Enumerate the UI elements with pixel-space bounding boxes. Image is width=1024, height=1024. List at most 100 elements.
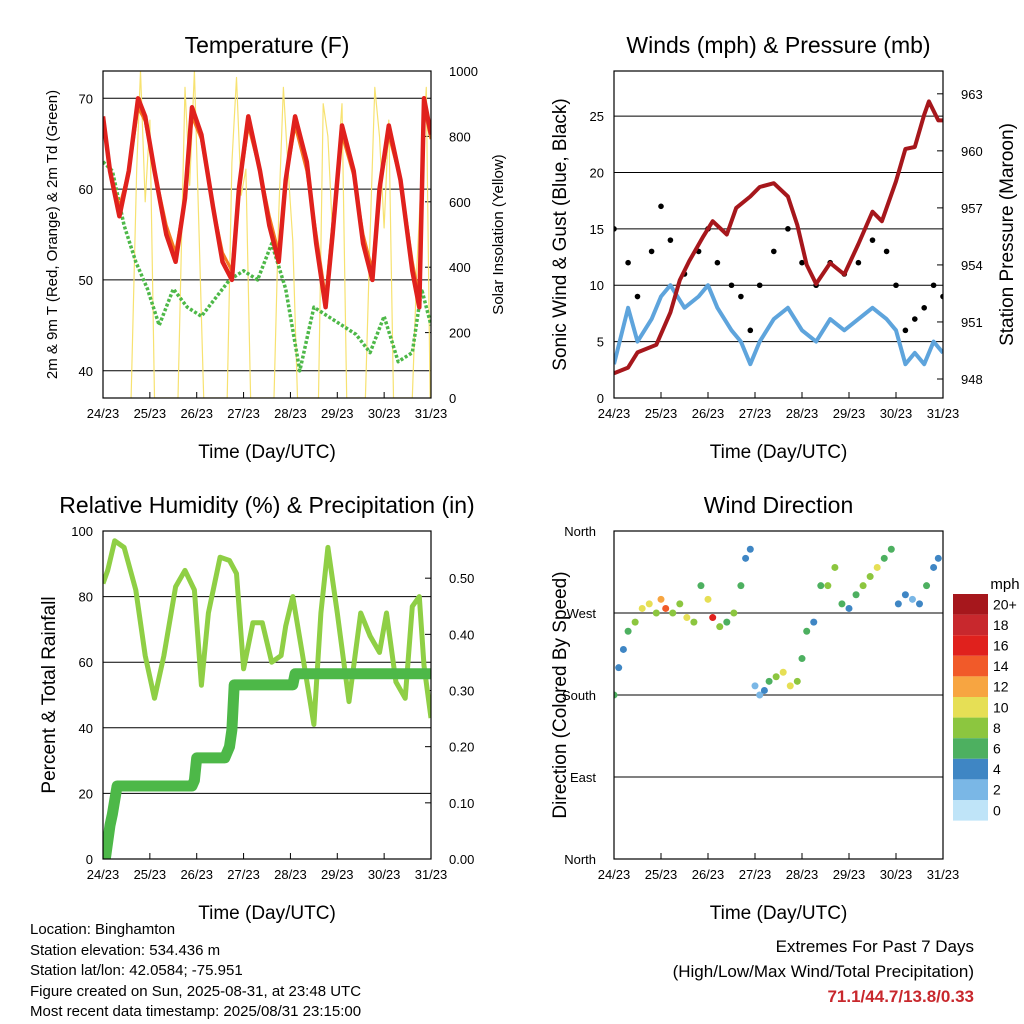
x-tick-label: 28/23 [274,406,307,421]
direction-point [845,604,853,612]
x-tick-label: 30/23 [880,406,913,421]
gust-point [728,282,735,289]
direction-point [793,677,801,685]
colorbar-swatch [953,717,988,739]
x-tick-label: 27/23 [739,406,772,421]
gust-point [667,237,674,243]
y-tick-label: 20 [590,165,604,180]
direction-point [817,582,825,590]
y-tick-label-right: 200 [449,326,471,341]
y-axis-label-right: Station Pressure (Maroon) [997,123,1018,346]
chart-temperature: Temperature (F) Time (Day/UTC) 2m & 9m T (… [44,32,507,463]
colorbar-swatch [953,697,988,718]
direction-point [614,691,618,699]
direction-point [657,595,665,603]
colorbar-swatch [953,738,988,759]
direction-point [810,618,818,626]
y-tick-label-right: 0.30 [449,684,474,699]
x-tick-label: 29/23 [321,406,354,421]
chart-direction: Wind Direction Time (Day/UTC) Direction (C… [550,492,1020,924]
gust-point [902,327,909,334]
colorbar-label: 20+ [993,596,1017,612]
direction-point [824,582,832,590]
y-axis-label: 2m & 9m T (Red, Orange) & 2m Td (Green) [44,90,61,379]
gust-point [634,293,641,300]
y-tick-label-right: 0.20 [449,740,474,755]
x-axis-label: Time (Day/UTC) [710,442,848,463]
gust-point [771,248,777,255]
extremes-title: Extremes For Past 7 Days [775,937,974,956]
series-dewpoint [103,160,431,373]
y-tick-label: 60 [79,182,93,197]
chart-winds: Winds (mph) & Pressure (mb) Time (Day/UTC… [550,32,1018,463]
x-tick-label: 31/23 [927,867,960,882]
y-tick-label: 10 [590,278,604,293]
x-tick-label: 31/23 [415,867,448,882]
x-tick-label: 27/23 [739,867,772,882]
gust-point [648,248,655,255]
direction-point [697,582,705,590]
y-tick-label-right: 600 [449,195,471,210]
x-tick-label: 31/23 [927,406,960,421]
x-tick-label: 25/23 [134,406,167,421]
x-tick-label: 30/23 [880,867,913,882]
plot-frame [613,530,944,860]
colorbar-label: 6 [993,741,1001,757]
x-tick-label: 25/23 [645,406,678,421]
chart-title: Temperature (F) [185,32,350,58]
gridlines [614,115,943,399]
direction-point [652,609,660,617]
direction-point [934,554,942,562]
direction-point [859,582,867,590]
x-tick-label: 26/23 [692,406,725,421]
direction-point [760,686,768,694]
colorbar-label: 14 [993,658,1009,674]
colorbar-label: 4 [993,761,1001,777]
x-tick-label: 28/23 [274,867,307,882]
station-info: Location: Binghamton Station elevation: … [30,920,361,1023]
gust-point [799,259,805,266]
x-tick-label: 28/23 [786,406,819,421]
gust-point [614,226,617,232]
recent-text: Most recent data timestamp: 2025/08/31 2… [30,1003,362,1020]
colorbar-label: 10 [993,699,1009,715]
series-temp2m [103,96,431,310]
y-tick-label-right: 1000 [449,64,478,79]
data-layer [103,71,431,398]
y-tick-label: 70 [79,91,93,106]
y-tick-label: 15 [590,222,604,237]
x-axis-label: Time (Day/UTC) [710,903,848,924]
direction-point [852,591,860,599]
gust-point [893,282,899,289]
gust-point [756,282,763,289]
direction-point [930,563,938,571]
chart-title: Winds (mph) & Pressure (mb) [626,32,930,58]
colorbar-swatch [953,614,988,636]
direction-point [908,595,916,603]
x-tick-label: 26/23 [180,867,213,882]
gust-point [940,293,943,300]
direction-point [638,604,646,612]
gust-point [869,237,876,243]
y-tick-label-right: 960 [961,144,983,159]
colorbar-swatch [953,635,988,656]
colorbar-swatch [953,779,988,800]
y-tick-label-right: 0.00 [449,852,474,867]
x-tick-label: 24/23 [87,406,120,421]
direction-point [723,618,731,626]
y-tick-label: 40 [79,364,93,379]
series-windSpeed [614,283,943,367]
data-layer [103,538,431,859]
x-tick-label: 29/23 [833,867,866,882]
gridlines [614,530,943,860]
x-tick-label: 29/23 [833,406,866,421]
colorbar-label: 16 [993,638,1009,654]
y-tick-label: 0 [597,391,604,406]
y-tick-label: North [564,524,596,539]
x-tick-label: 25/23 [134,867,167,882]
direction-point [866,573,874,581]
y-tick-label: 100 [71,524,93,539]
y-tick-label-right: 800 [449,129,471,144]
colorbar-label: 2 [993,782,1001,798]
direction-point [662,604,670,612]
